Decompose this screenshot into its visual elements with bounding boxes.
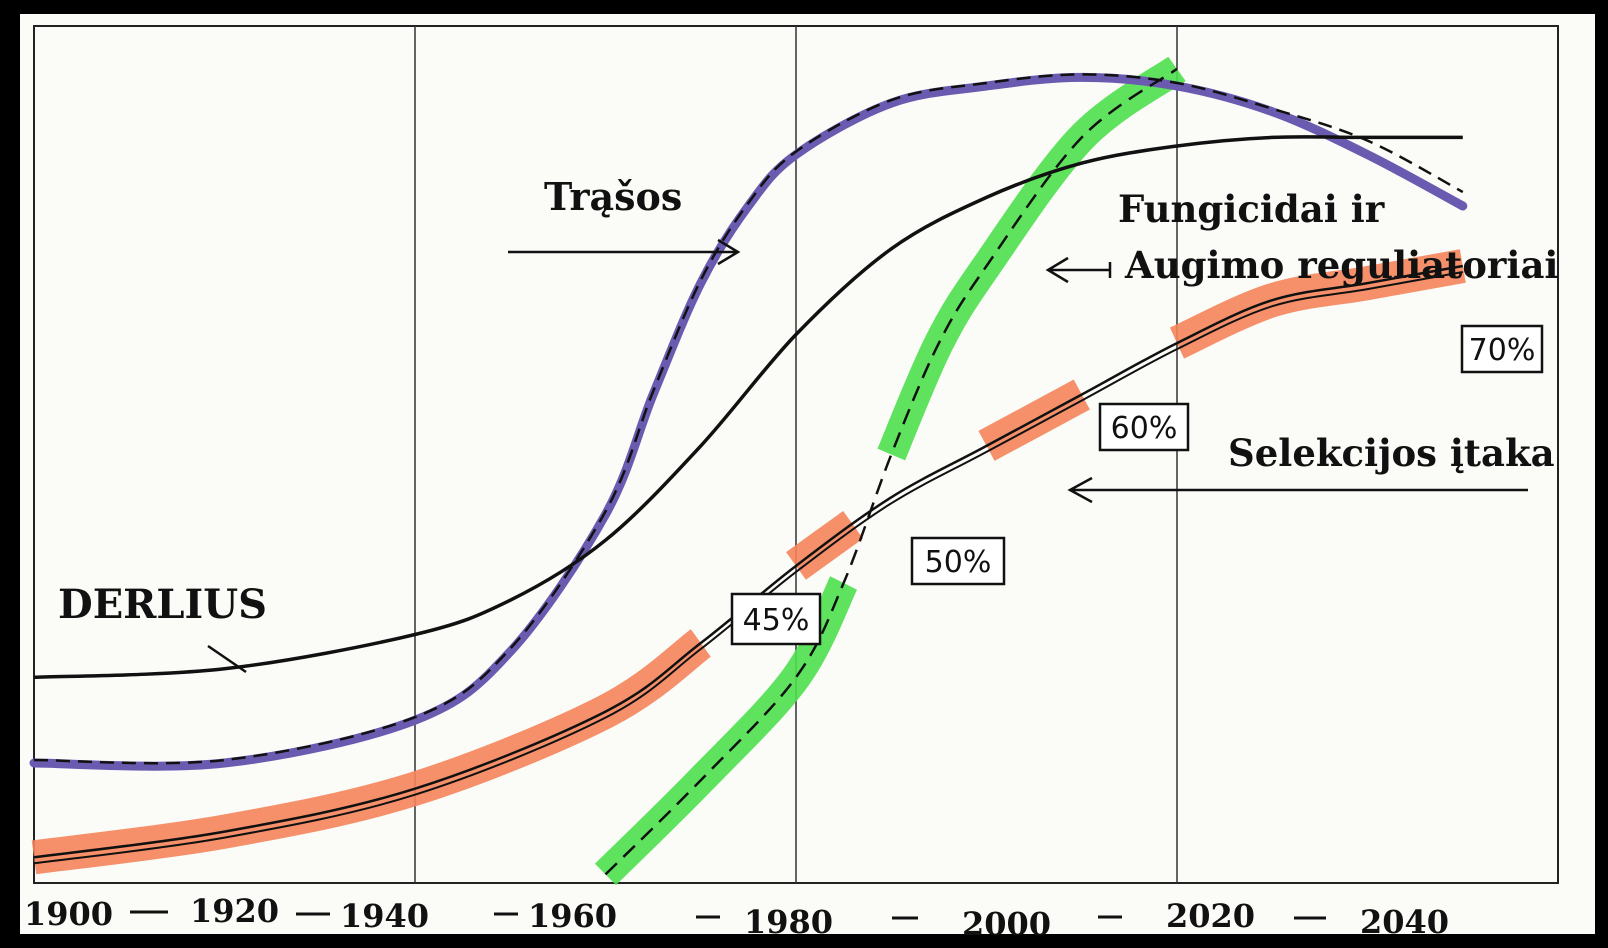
x-tick-label: 2000 [962,905,1051,943]
x-axis-dashes [130,910,1326,920]
derlius-pointer [207,644,247,674]
percent-label: 60% [1111,411,1178,446]
percent-box-45: 45% [730,592,822,646]
x-tick-label: 1960 [528,897,617,935]
percent-box-60: 60% [1098,402,1190,452]
percent-label: 70% [1469,333,1536,368]
selekcija-line [33,264,1464,859]
percent-box-frame [910,536,1006,586]
series-lines [29,67,1468,876]
derlius-line [33,135,1463,680]
percent-box-50: 50% [910,536,1006,586]
percent-box-70: 70% [1460,324,1544,374]
percent-box-frame [730,592,822,646]
percent-box-frame [1098,402,1190,452]
fungicidai-label-line1: Fungicidai ir [1118,187,1385,231]
plot-paper [20,14,1595,934]
fungicidai-label-line2: Augimo reguliatoriai [1124,243,1559,287]
trasos-dashed-line [33,73,1464,765]
selekcija-label: Selekcijos įtaka [1228,431,1555,475]
trasos-label: Trąšos [544,174,682,219]
annotation-arrows [207,238,1528,674]
selekcija-line-secondary [33,271,1463,865]
x-axis: 1900 1920 1940 1960 1980 2000 2020 2040 [24,892,1449,943]
fungicidai-arrow [1045,256,1112,284]
trasos-line [29,72,1468,771]
percent-label: 50% [925,545,992,580]
x-tick-label: 1900 [24,895,113,933]
trasos-arrow [508,238,741,266]
selekcija-arrow [1067,476,1528,504]
x-tick-label: 1980 [744,903,833,941]
fungicidai-dashed-line [604,67,1178,876]
x-tick-label: 1920 [190,892,279,930]
percent-label: 45% [743,603,810,638]
derlius-label: DERLIUS [58,581,267,628]
x-tick-label: 2040 [1360,903,1449,941]
x-tick-label: 2020 [1166,897,1255,935]
gridlines [414,26,1178,883]
x-tick-label: 1940 [340,897,429,935]
percent-box-frame [1460,324,1544,374]
